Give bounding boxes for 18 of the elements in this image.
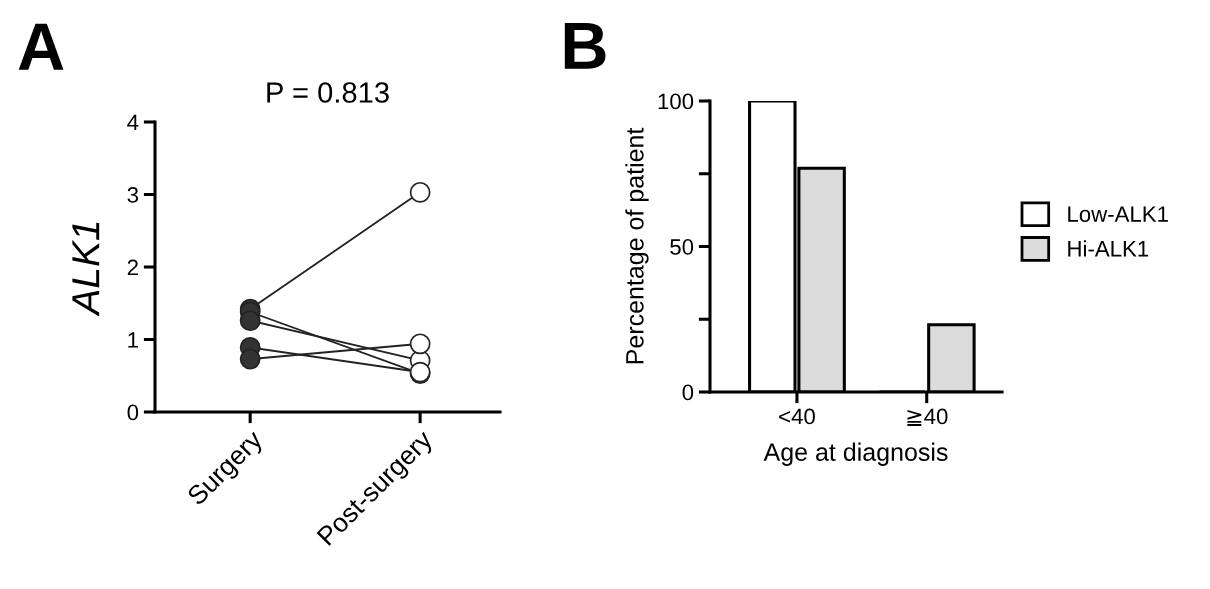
legend-label: Hi-ALK1: [1068, 240, 1149, 257]
y-tick-label: 50: [670, 239, 694, 255]
y-axis-title: ALK1: [72, 222, 100, 317]
y-tick-label: 2: [127, 259, 138, 276]
text: A: [18, 23, 64, 70]
x-tick-label: <40: [779, 408, 815, 425]
chart-title: P = 0.813: [267, 82, 389, 103]
x-tick-label: ≧40: [907, 408, 948, 426]
y-tick-label: 3: [127, 187, 139, 203]
y-tick-label: 0: [127, 404, 139, 421]
y-tick-label: 4: [127, 114, 139, 131]
text: B: [564, 22, 606, 69]
x-axis-title: Age at diagnosis: [763, 442, 948, 466]
y-tick-label: 100: [658, 93, 694, 110]
y-axis-title: Percentage of patient: [625, 127, 649, 364]
y-tick-label: 0: [682, 384, 694, 401]
legend-label: Low-ALK1: [1068, 206, 1168, 222]
y-tick-label: 1: [128, 332, 138, 348]
